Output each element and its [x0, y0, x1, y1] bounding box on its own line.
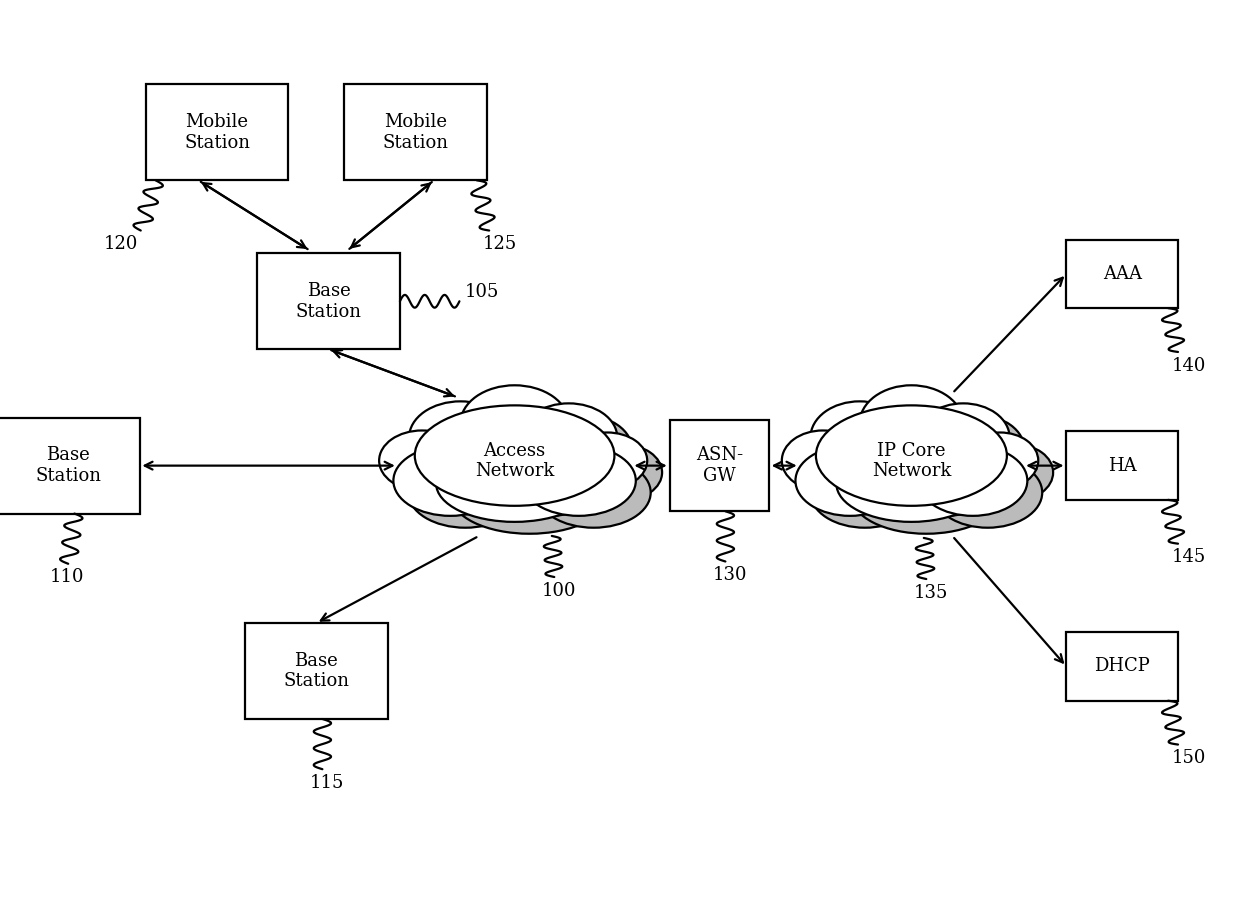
Text: Base
Station: Base Station [283, 652, 350, 690]
Ellipse shape [851, 457, 1002, 534]
FancyBboxPatch shape [345, 85, 486, 181]
Ellipse shape [796, 446, 904, 516]
Text: Mobile
Station: Mobile Station [184, 113, 250, 152]
Text: 125: 125 [484, 236, 517, 253]
Ellipse shape [931, 415, 1024, 484]
FancyBboxPatch shape [258, 253, 399, 349]
Ellipse shape [536, 415, 632, 484]
Ellipse shape [874, 397, 978, 474]
Text: 100: 100 [542, 582, 577, 600]
Ellipse shape [436, 446, 593, 522]
Ellipse shape [394, 443, 480, 503]
Ellipse shape [460, 385, 569, 462]
Text: IP Core
Network: IP Core Network [872, 442, 951, 480]
Ellipse shape [475, 397, 584, 474]
Text: AAA: AAA [1102, 265, 1142, 283]
Ellipse shape [811, 457, 920, 528]
Text: HA: HA [1107, 456, 1137, 475]
Ellipse shape [568, 433, 647, 488]
Ellipse shape [583, 445, 662, 500]
Ellipse shape [430, 417, 630, 518]
Ellipse shape [962, 433, 1038, 488]
Ellipse shape [409, 402, 512, 474]
Ellipse shape [816, 405, 1007, 506]
Ellipse shape [782, 431, 863, 491]
Ellipse shape [414, 405, 615, 506]
FancyBboxPatch shape [1066, 632, 1178, 701]
Ellipse shape [918, 446, 1027, 516]
Ellipse shape [521, 404, 618, 472]
Ellipse shape [916, 404, 1009, 472]
Ellipse shape [393, 446, 507, 516]
FancyBboxPatch shape [670, 420, 769, 511]
FancyBboxPatch shape [1066, 240, 1178, 309]
Ellipse shape [408, 457, 522, 528]
Ellipse shape [451, 457, 608, 534]
Ellipse shape [424, 414, 527, 486]
Text: Access
Network: Access Network [475, 442, 554, 480]
Ellipse shape [522, 446, 636, 516]
Text: ASN-
GW: ASN- GW [696, 446, 743, 485]
Text: 150: 150 [1172, 749, 1207, 767]
Ellipse shape [537, 457, 651, 528]
Text: 120: 120 [104, 236, 138, 253]
Ellipse shape [836, 446, 987, 522]
Text: DHCP: DHCP [1095, 657, 1149, 676]
Ellipse shape [859, 385, 963, 462]
Text: 115: 115 [310, 773, 345, 792]
Text: 110: 110 [50, 568, 84, 586]
Ellipse shape [379, 431, 465, 491]
Text: 145: 145 [1172, 548, 1207, 566]
Ellipse shape [932, 457, 1043, 528]
Text: Mobile
Station: Mobile Station [382, 113, 449, 152]
Ellipse shape [797, 443, 878, 503]
Ellipse shape [977, 445, 1053, 500]
Text: 130: 130 [713, 566, 748, 584]
Text: 105: 105 [464, 283, 498, 301]
Ellipse shape [826, 414, 924, 486]
Text: 135: 135 [914, 583, 949, 602]
FancyBboxPatch shape [1066, 432, 1178, 500]
Text: Base
Station: Base Station [295, 282, 362, 320]
Text: 140: 140 [1172, 357, 1207, 374]
FancyBboxPatch shape [246, 623, 387, 719]
FancyBboxPatch shape [146, 85, 288, 181]
Text: Base
Station: Base Station [35, 446, 102, 485]
Ellipse shape [831, 417, 1022, 518]
FancyBboxPatch shape [0, 418, 139, 513]
Ellipse shape [811, 402, 909, 474]
